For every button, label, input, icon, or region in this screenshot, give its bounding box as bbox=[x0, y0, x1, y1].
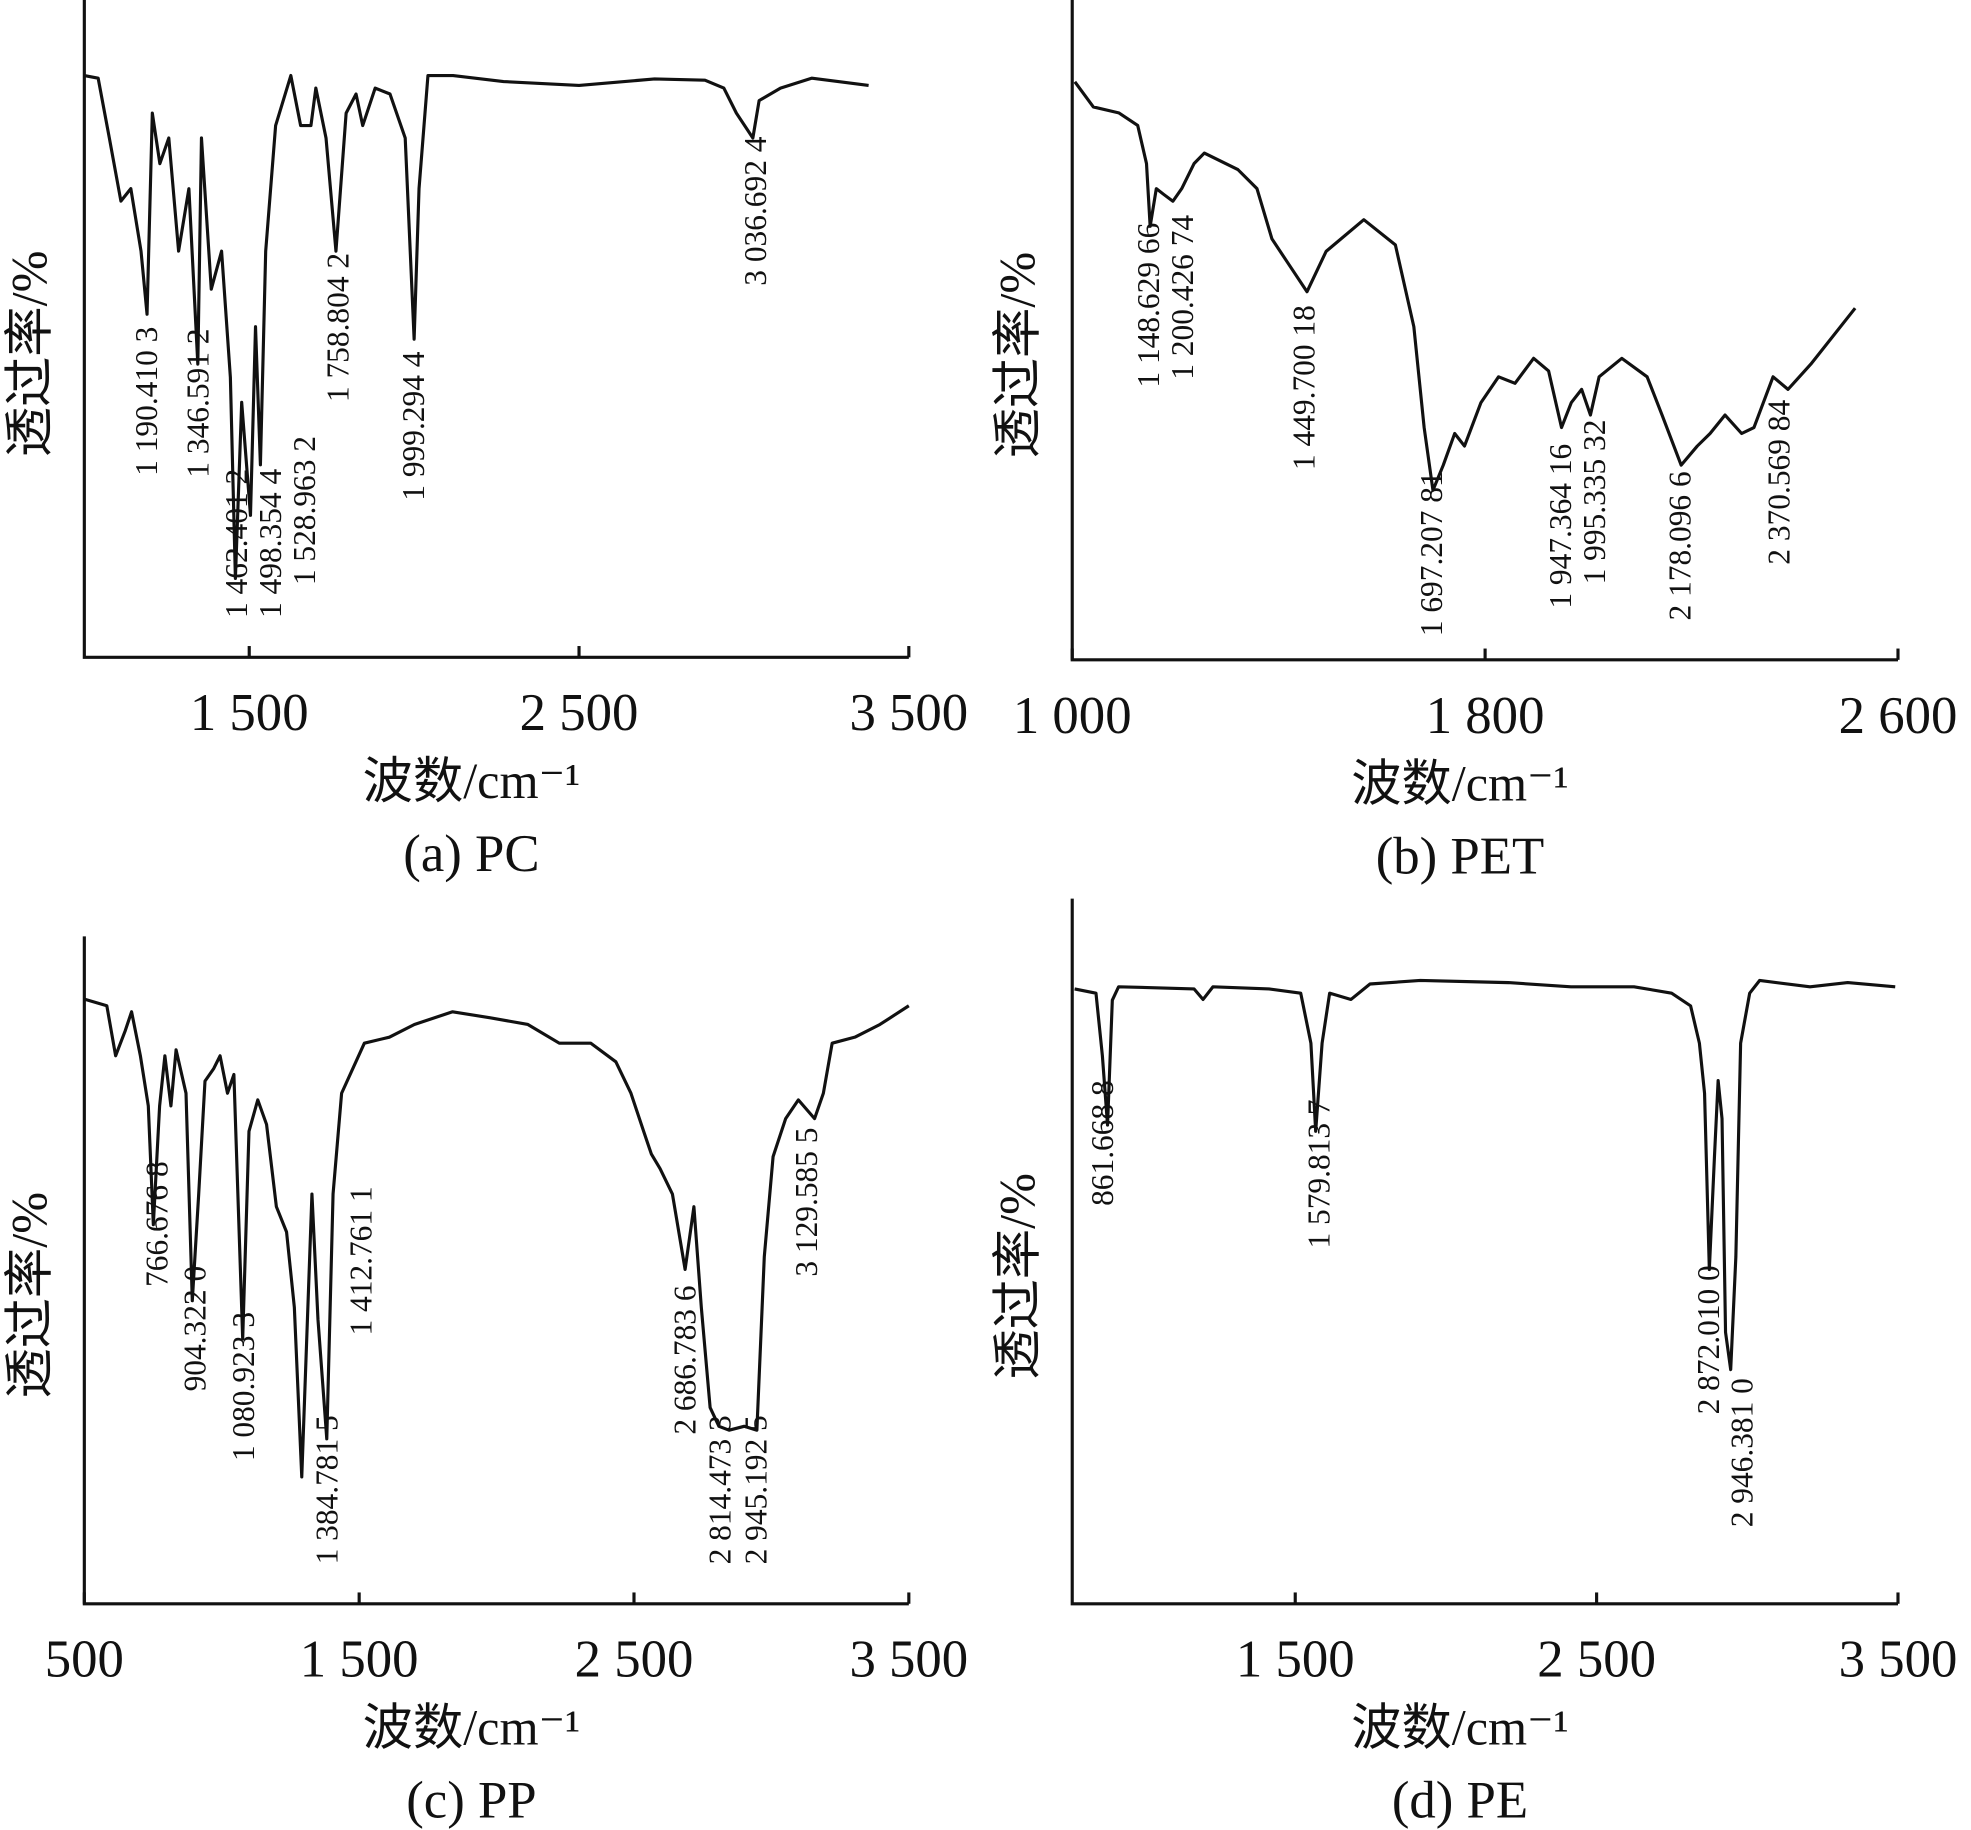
axis-line bbox=[1070, 898, 1898, 1606]
peak-label: 766.676 8 bbox=[140, 1161, 175, 1287]
peak-label: 1 462.401 2 bbox=[219, 469, 254, 618]
peak-label: 1 999.294 4 bbox=[396, 351, 431, 500]
y-axis-label: 透过率/% bbox=[990, 252, 1046, 459]
x-tick-label: 2 600 bbox=[1839, 687, 1958, 745]
y-axis-label: 透过率/% bbox=[2, 250, 58, 457]
x-tick-label: 3 500 bbox=[1839, 1631, 1958, 1689]
x-tick-label: 1 000 bbox=[1013, 687, 1132, 745]
peak-label: 1 080.923 3 bbox=[226, 1312, 261, 1461]
subtitle: (c) PP bbox=[406, 1771, 536, 1829]
peak-label: 861.668 8 bbox=[1085, 1080, 1120, 1206]
x-tick-label: 500 bbox=[45, 1631, 124, 1689]
peak-label: 2 686.783 6 bbox=[667, 1285, 702, 1434]
x-axis-label: 波数/cm⁻¹ bbox=[1351, 756, 1569, 812]
peak-label: 3 036.692 4 bbox=[738, 136, 773, 285]
peak-label: 2 178.096 6 bbox=[1662, 471, 1697, 620]
x-axis-label: 波数/cm⁻¹ bbox=[1351, 1700, 1569, 1756]
peak-label: 1 947.364 16 bbox=[1543, 444, 1578, 609]
spectrum-line bbox=[1074, 978, 1896, 1372]
x-tick-label: 3 500 bbox=[849, 684, 968, 742]
peak-label: 1 346.591 2 bbox=[181, 328, 216, 477]
subtitle: (a) PC bbox=[403, 825, 539, 883]
x-tick-label: 2 500 bbox=[575, 1631, 694, 1689]
peak-label: 2 814.473 3 bbox=[702, 1415, 737, 1564]
spectrum-line bbox=[84, 73, 869, 580]
axis-line bbox=[82, 0, 909, 659]
peak-label: 1 579.813 7 bbox=[1301, 1099, 1336, 1248]
peak-label: 1 758.804 2 bbox=[321, 253, 356, 402]
peak-label: 3 129.585 5 bbox=[789, 1127, 824, 1276]
x-tick-label: 1 500 bbox=[190, 684, 309, 742]
y-axis-label: 透过率/% bbox=[990, 1173, 1046, 1380]
subtitle: (b) PET bbox=[1376, 828, 1545, 886]
x-axis-label: 波数/cm⁻¹ bbox=[363, 1700, 581, 1756]
x-tick-label: 1 800 bbox=[1426, 687, 1545, 745]
x-tick-label: 1 500 bbox=[300, 1631, 419, 1689]
peak-label: 1 190.410 3 bbox=[129, 327, 164, 476]
peak-label: 2 945.192 5 bbox=[738, 1415, 773, 1564]
x-axis-label: 波数/cm⁻¹ bbox=[363, 753, 581, 809]
peak-label: 2 946.381 0 bbox=[1725, 1378, 1760, 1527]
peak-label: 904.322 0 bbox=[178, 1266, 213, 1392]
subtitle: (d) PE bbox=[1392, 1771, 1528, 1829]
spectrum-line bbox=[1073, 80, 1857, 492]
panel: 1 000 1 800 2 600 波数/cm⁻¹ (b) PET 透过率/% 1 148.… bbox=[990, 0, 1958, 886]
peak-label: 1 148.629 66 bbox=[1131, 223, 1166, 388]
panel: 1 500 2 500 3 500 波数/cm⁻¹ (d) PE 透过率/% 861.668… bbox=[990, 898, 1958, 1829]
x-tick-label: 2 500 bbox=[520, 684, 639, 742]
peak-label: 1 384.781 5 bbox=[310, 1415, 345, 1564]
peak-label: 1 412.761 1 bbox=[343, 1186, 378, 1335]
x-tick-label: 1 500 bbox=[1236, 1631, 1355, 1689]
y-axis-label: 透过率/% bbox=[2, 1192, 58, 1399]
peak-label: 1 498.354 4 bbox=[253, 469, 288, 618]
peak-label: 1 995.335 32 bbox=[1577, 420, 1612, 585]
spectrum-line bbox=[83, 997, 910, 1479]
peak-label: 1 697.207 81 bbox=[1414, 471, 1449, 636]
peak-label: 1 200.426 74 bbox=[1165, 215, 1200, 380]
peak-label: 1 528.963 2 bbox=[287, 436, 322, 585]
x-tick-label: 3 500 bbox=[849, 1631, 968, 1689]
peak-label: 1 449.700 18 bbox=[1286, 305, 1321, 470]
peak-label: 2 370.569 84 bbox=[1762, 400, 1797, 565]
panel: 500 1 500 2 500 3 500 波数/cm⁻¹ (c) PP 透过率/% 766.… bbox=[2, 936, 968, 1829]
x-tick-label: 2 500 bbox=[1537, 1631, 1656, 1689]
peak-label: 2 872.010 0 bbox=[1691, 1265, 1726, 1414]
panel: 1 500 2 500 3 500 波数/cm⁻¹ (a) PC 透过率/% 1 190.4… bbox=[2, 0, 968, 883]
